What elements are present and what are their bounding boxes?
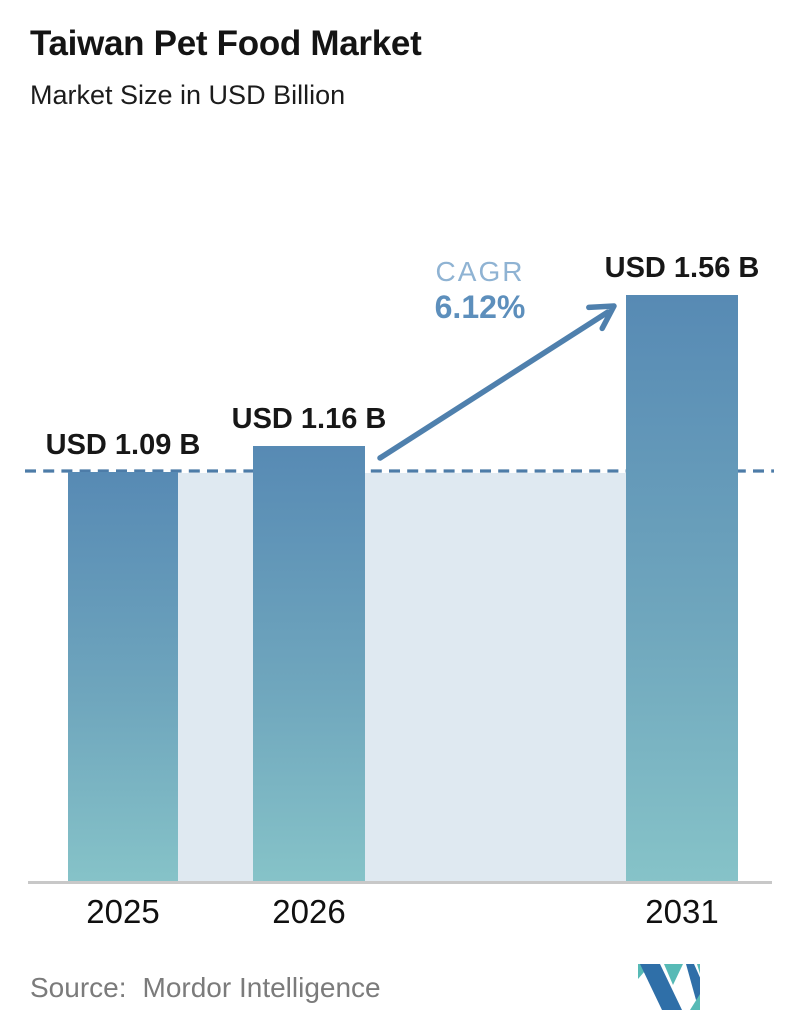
- bar-2025: [68, 472, 178, 883]
- source-label: Source:: [30, 972, 127, 1003]
- cagr-annotation: CAGR 6.12%: [380, 257, 580, 327]
- value-label-2031: USD 1.56 B: [604, 252, 760, 284]
- value-label-2025: USD 1.09 B: [45, 429, 201, 461]
- cagr-label: CAGR: [435, 256, 525, 287]
- x-axis-line: [28, 881, 772, 884]
- mordor-intelligence-logo-icon: [638, 964, 700, 1010]
- x-tick-2031: 2031: [645, 893, 719, 930]
- page-subtitle: Market Size in USD Billion: [30, 80, 346, 110]
- bar-2026: [253, 446, 365, 883]
- bar-2031: [626, 295, 738, 883]
- page-title: Taiwan Pet Food Market: [30, 24, 422, 63]
- cagr-value: 6.12%: [434, 289, 526, 325]
- source-attribution: Source: Mordor Intelligence: [30, 972, 381, 1004]
- value-label-2026: USD 1.16 B: [231, 403, 387, 435]
- x-tick-2026: 2026: [272, 893, 346, 930]
- source-value: Mordor Intelligence: [142, 972, 381, 1003]
- x-tick-2025: 2025: [86, 893, 160, 930]
